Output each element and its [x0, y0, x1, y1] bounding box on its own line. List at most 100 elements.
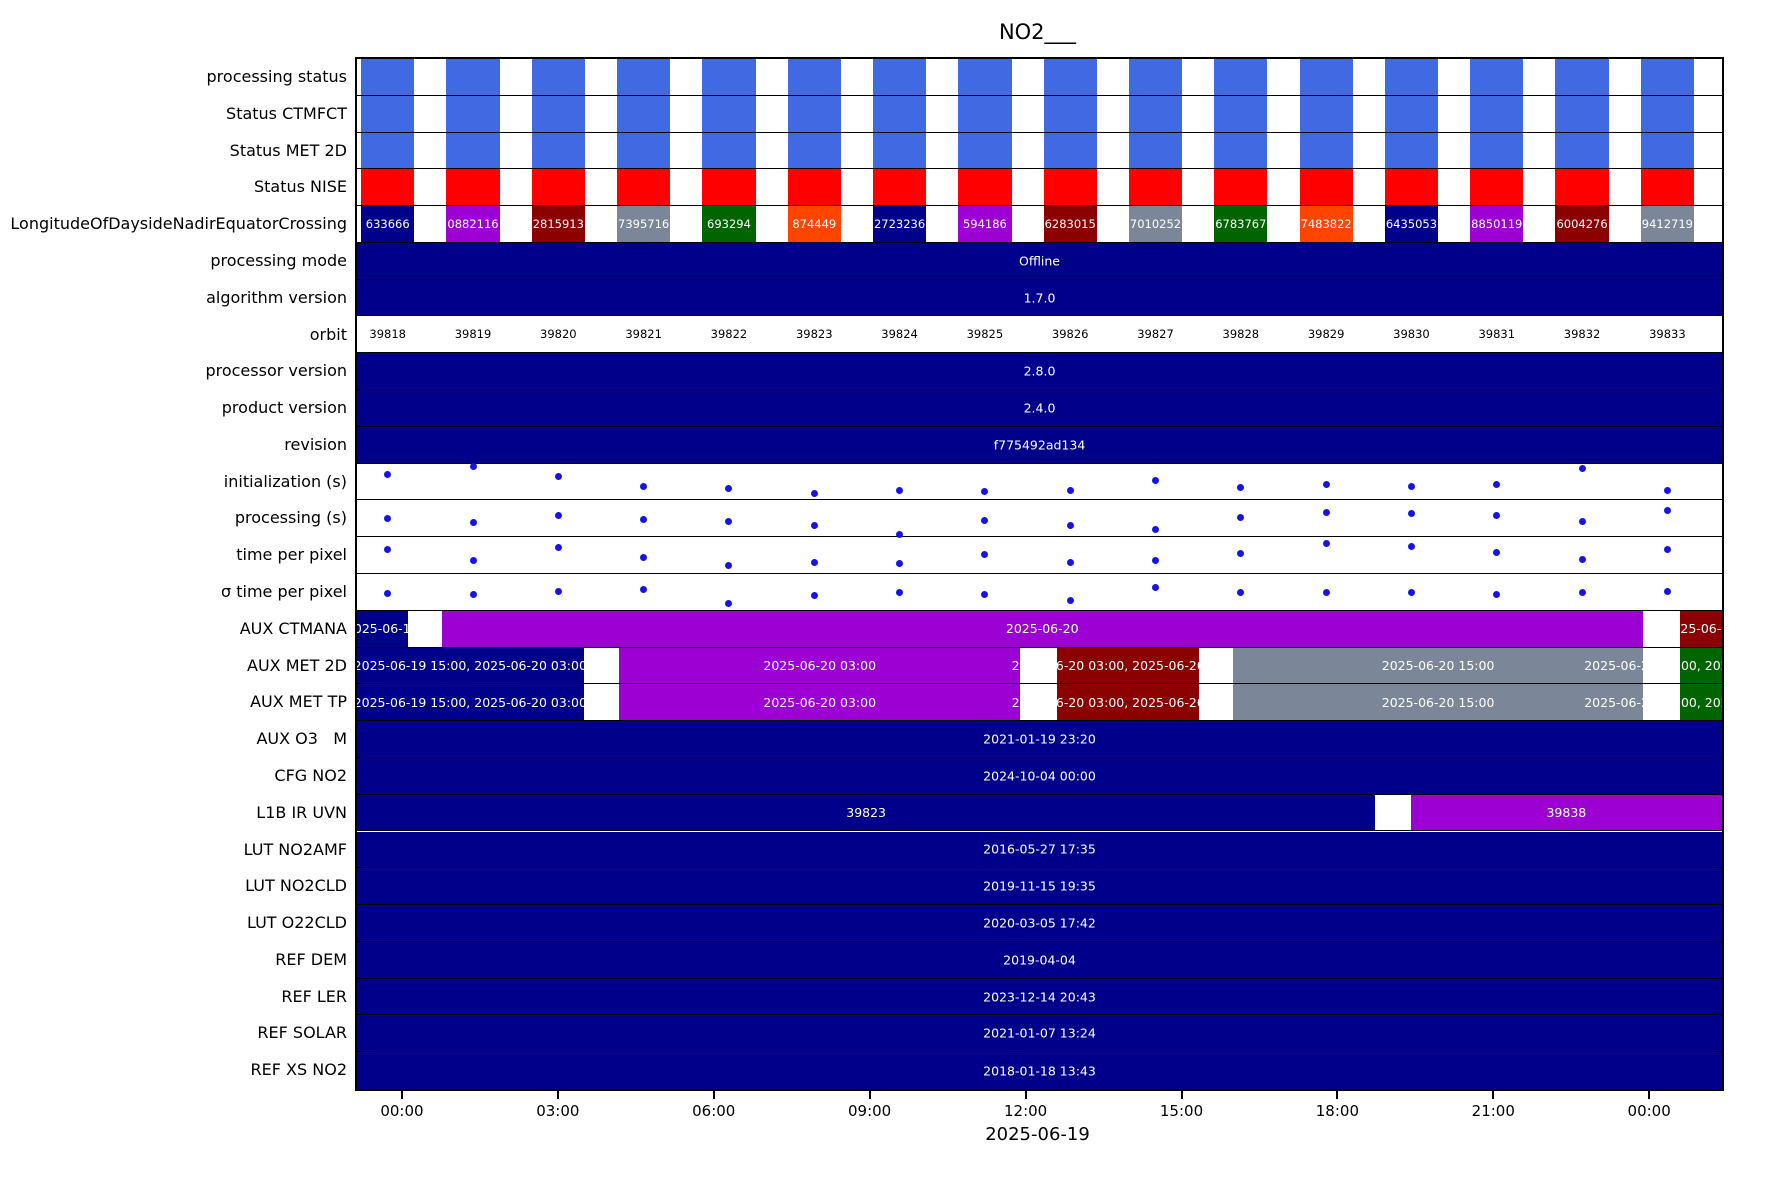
status-bar [1640, 169, 1695, 206]
status-bar [1384, 169, 1439, 206]
status-bar [1299, 59, 1353, 95]
scatter-dot [1493, 548, 1501, 556]
longitude-bar [872, 206, 927, 242]
row-lut-no2cld: 2019-11-15 19:35 [357, 868, 1722, 906]
longitude-bar [958, 206, 1012, 242]
tick-label: 18:00 [1315, 1102, 1359, 1120]
segment-bar-aux-met-tp: 2025-06-20 03:00, 2025-06-20 15:00 [1012, 684, 1245, 721]
scatter-dot [810, 521, 818, 529]
status-bar [1128, 59, 1183, 95]
scatter-dot [1066, 486, 1074, 494]
longitude-bar [1470, 206, 1524, 242]
status-bar [872, 95, 927, 132]
longitude-bar [787, 206, 841, 242]
status-bar [361, 95, 415, 132]
tick-mark [556, 1091, 559, 1099]
status-bar [1470, 95, 1524, 132]
chart-title: NO2___ [998, 20, 1077, 44]
orbit-number: 39821 [625, 327, 662, 342]
row-ref-xs-no2: 2018-01-18 13:43 [357, 1052, 1722, 1089]
longitude-value: 6783767 [1215, 217, 1267, 232]
row-revision: f775492ad134 [357, 426, 1722, 464]
row-ref-ler: 2023-12-14 20:43 [357, 978, 1722, 1016]
scatter-dot [640, 482, 648, 490]
tick-label: 00:00 [380, 1102, 424, 1120]
scatter-dot [1152, 584, 1160, 592]
row-label-product-version: product version [221, 398, 347, 418]
tick-mark [1180, 1091, 1183, 1099]
scatter-dot [1578, 589, 1586, 597]
segment-label: 2025-06-20 15:00, 2025-06-21 03:00 [1584, 657, 1722, 673]
row-aux-ctmana: 2025-06-19 2025-06-20 2025-06-21 [357, 610, 1722, 648]
scatter-dot [1237, 483, 1245, 491]
row-processing-s [357, 500, 1722, 539]
scatter-dot [640, 516, 648, 524]
status-bar [1128, 95, 1183, 132]
scatter-dot [469, 556, 477, 564]
status-bar [446, 169, 500, 206]
row-label-longitudeofdaysidenadirequatorcrossing: LongitudeOfDaysideNadirEquatorCrossing [10, 214, 347, 234]
row-label-status-nise: Status NISE [253, 177, 347, 197]
status-bar [1384, 95, 1439, 132]
status-bar [531, 59, 585, 95]
orbit-number: 39830 [1393, 327, 1430, 342]
segment-bar-aux-met-2d: 2025-06-20 03:00, 2025-06-20 15:00 [1012, 647, 1245, 684]
orbit-number: 39831 [1478, 327, 1516, 342]
segment-label: 39823 [846, 805, 887, 821]
row-label-ref-solar: REF SOLAR [257, 1023, 347, 1043]
longitude-value: 0882116 [447, 217, 499, 232]
row-label-time-per-pixel: time per pixel [236, 545, 347, 565]
row-label-revision: revision [284, 434, 347, 454]
segment-bar-aux-ctmana: 2025-06-21 [1665, 610, 1722, 647]
segment-label: 2025-06-20 03:00 [763, 657, 877, 673]
row-ref-dem: 2019-04-04 [357, 941, 1722, 979]
segment-label: 2025-06-20 [1005, 621, 1079, 637]
status-bar [1043, 169, 1097, 206]
orbit-number: 39833 [1649, 327, 1686, 342]
row-aux-o3-m: 2021-01-19 23:20 [357, 721, 1722, 758]
scatter-dot [1578, 464, 1586, 472]
status-bar [1043, 59, 1097, 95]
row-processing-status [357, 59, 1722, 96]
row-ref-solar: 2021-01-07 13:24 [357, 1015, 1722, 1053]
scatter-dot [1407, 510, 1415, 518]
status-bar [1384, 132, 1439, 169]
value-label-ref-solar: 2021-01-07 13:24 [983, 1025, 1096, 1041]
row-label-lut-no2amf: LUT NO2AMF [243, 839, 347, 859]
segment-bar-aux-met-2d: 2025-06-19 15:00, 2025-06-20 03:00 [355, 647, 587, 684]
status-bar [958, 59, 1012, 95]
scatter-dot [725, 518, 733, 526]
orbit-number: 39832 [1563, 327, 1601, 342]
row-processor-version: 2.8.0 [357, 353, 1722, 391]
row-label-time-per-pixel: σ time per pixel [221, 582, 347, 601]
row-label-lut-no2cld: LUT NO2CLD [245, 876, 347, 896]
scatter-dot [1066, 597, 1074, 605]
status-bar [958, 169, 1012, 206]
status-bar [1214, 169, 1268, 206]
segment-label: 2025-06-19 15:00, 2025-06-20 03:00 [355, 694, 587, 710]
scatter-dot [810, 489, 818, 497]
segment-label: 2025-06-21 [1664, 621, 1723, 637]
value-label-lut-o22cld: 2020-03-05 17:42 [983, 915, 1096, 931]
longitude-bar [1640, 206, 1695, 242]
segment-label: 39838 [1546, 805, 1587, 821]
segment-bar-aux-met-2d: 2025-06-20 15:00 [1233, 647, 1643, 684]
status-bar [1128, 169, 1183, 206]
row-label-ref-dem: REF DEM [275, 949, 347, 969]
segment-label: 2025-06-19 15:00, 2025-06-20 03:00 [355, 657, 587, 673]
status-bar [1640, 59, 1695, 95]
tick-mark [1336, 1091, 1339, 1099]
scatter-dot [1493, 591, 1501, 599]
longitude-value: 874449 [792, 217, 837, 232]
longitude-value: 693294 [707, 217, 751, 232]
orbit-number: 39820 [540, 327, 577, 342]
value-label-revision: f775492ad134 [993, 437, 1086, 453]
status-bar [787, 132, 841, 169]
status-bar [1128, 132, 1183, 169]
segment-bar-aux-met-tp: 2025-06-19 15:00, 2025-06-20 03:00 [355, 684, 587, 721]
row-algorithm-version: 1.7.0 [357, 279, 1722, 317]
scatter-dot [896, 487, 904, 495]
row-label-status-met-2d: Status MET 2D [229, 140, 347, 160]
segment-bar-aux-met-tp: 2025-06-20 03:00 [619, 684, 1021, 721]
tick-label: 03:00 [536, 1102, 580, 1120]
